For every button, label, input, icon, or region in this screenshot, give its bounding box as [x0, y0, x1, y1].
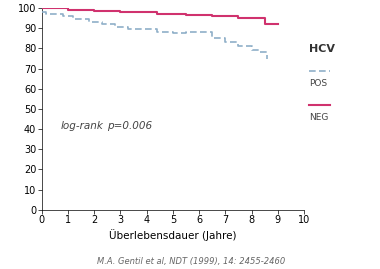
Text: p=0.006: p=0.006 — [107, 121, 152, 131]
Text: POS: POS — [309, 79, 327, 88]
Text: M.A. Gentil et al, NDT (1999), 14: 2455-2460: M.A. Gentil et al, NDT (1999), 14: 2455-… — [97, 257, 285, 266]
X-axis label: Überlebensdauer (Jahre): Überlebensdauer (Jahre) — [109, 229, 237, 242]
Text: NEG: NEG — [309, 113, 329, 122]
Text: HCV: HCV — [309, 44, 335, 54]
Text: log-rank: log-rank — [60, 121, 103, 131]
